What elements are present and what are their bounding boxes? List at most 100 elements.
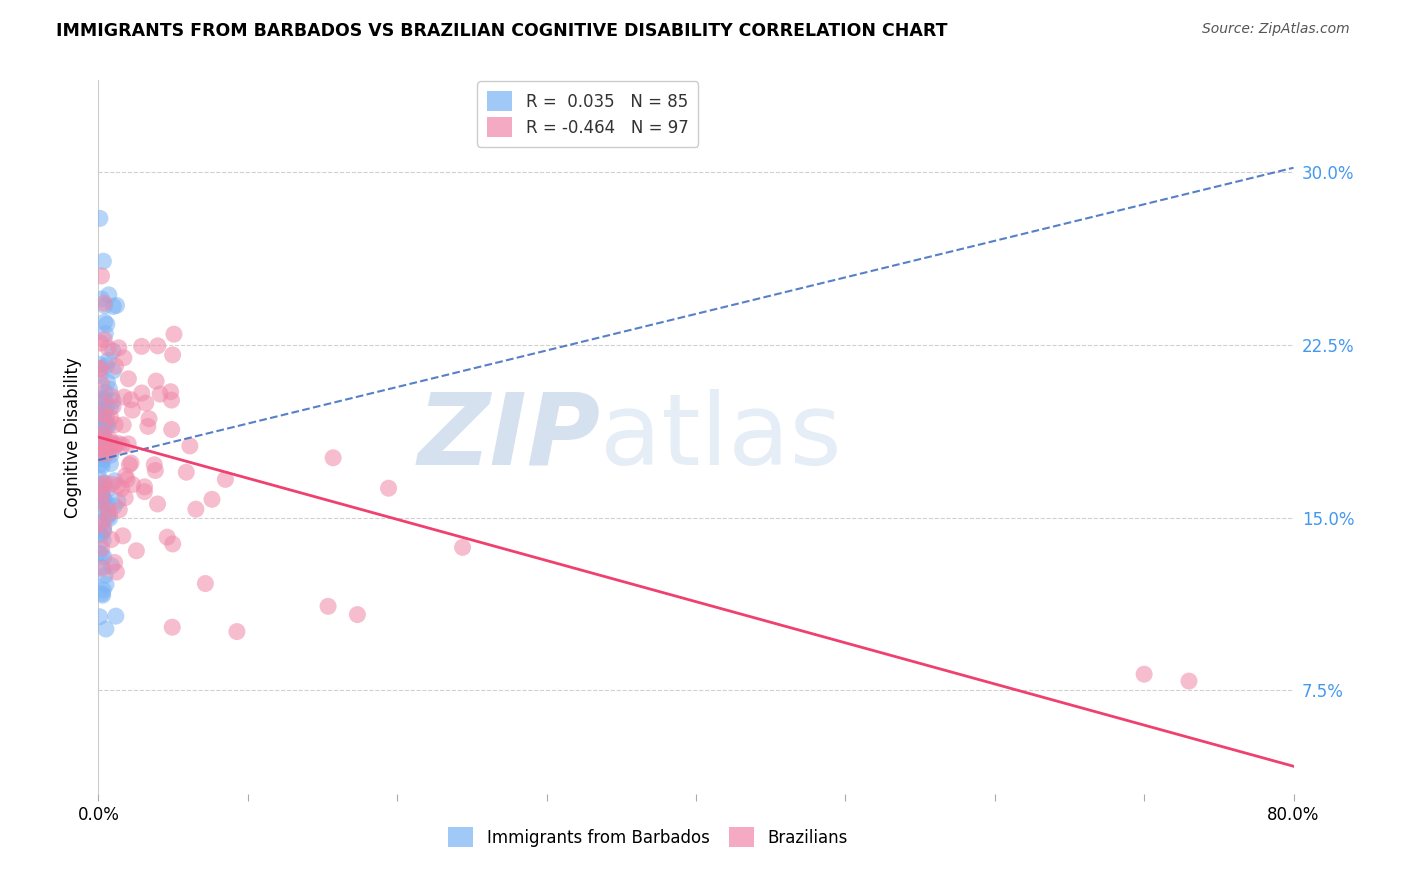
Point [377, 481, 399, 495]
Point [91, 479, 114, 493]
Text: atlas: atlas [600, 389, 842, 485]
Point [91, 438, 114, 452]
Point [101, 400, 124, 414]
Point [96, 375, 118, 389]
Point [156, 530, 179, 544]
Point [91, 588, 114, 602]
Point [93, 296, 115, 310]
Point [100, 401, 122, 415]
Point [111, 529, 134, 543]
Text: Source: ZipAtlas.com: Source: ZipAtlas.com [1202, 22, 1350, 37]
Point [90, 292, 112, 306]
Point [143, 463, 166, 477]
Point [91, 506, 114, 520]
Point [87, 451, 110, 466]
Point [146, 339, 169, 353]
Point [162, 537, 184, 551]
Point [96, 409, 118, 424]
Point [91, 490, 114, 504]
Point [97, 341, 120, 355]
Point [90, 560, 112, 574]
Point [135, 396, 157, 410]
Point [98, 433, 121, 447]
Point [112, 390, 135, 404]
Point [93, 524, 115, 538]
Point [90, 458, 112, 472]
Point [97, 509, 120, 524]
Point [114, 469, 136, 483]
Point [96, 318, 118, 332]
Point [91, 561, 114, 575]
Point [103, 441, 125, 455]
Point [94, 622, 117, 636]
Point [89, 361, 111, 376]
Point [89, 434, 111, 449]
Point [100, 448, 122, 462]
Point [91, 391, 114, 405]
Point [97, 508, 120, 522]
Point [93, 549, 115, 564]
Point [94, 417, 117, 432]
Point [90, 426, 112, 441]
Point [94, 568, 117, 582]
Point [91, 425, 114, 440]
Point [111, 438, 134, 452]
Point [89, 368, 111, 383]
Point [89, 393, 111, 408]
Point [100, 558, 122, 573]
Point [107, 479, 129, 493]
Point [131, 386, 153, 401]
Point [121, 403, 143, 417]
Point [93, 419, 115, 434]
Point [117, 372, 139, 386]
Point [107, 436, 129, 450]
Point [316, 599, 339, 614]
Point [87, 470, 110, 484]
Point [100, 436, 122, 450]
Point [94, 299, 117, 313]
Point [131, 339, 153, 353]
Point [145, 374, 167, 388]
Point [159, 384, 181, 399]
Point [91, 497, 114, 511]
Point [89, 526, 111, 541]
Point [117, 437, 139, 451]
Point [89, 394, 111, 409]
Point [91, 427, 114, 442]
Point [101, 477, 124, 491]
Point [89, 609, 111, 624]
Point [226, 624, 249, 639]
Point [97, 419, 120, 434]
Point [89, 447, 111, 461]
Point [194, 576, 217, 591]
Point [103, 300, 125, 314]
Point [93, 519, 115, 533]
Point [94, 433, 117, 447]
Point [108, 502, 131, 516]
Point [103, 499, 125, 513]
Point [112, 351, 135, 365]
Point [90, 477, 112, 491]
Point [160, 620, 183, 634]
Point [103, 474, 125, 488]
Point [93, 254, 115, 268]
Point [94, 326, 117, 341]
Point [105, 298, 128, 312]
Point [1178, 674, 1201, 689]
Point [112, 417, 135, 432]
Point [91, 482, 114, 496]
Point [120, 392, 142, 407]
Point [96, 446, 118, 460]
Point [201, 492, 224, 507]
Point [121, 477, 143, 491]
Point [91, 582, 114, 597]
Point [96, 483, 118, 497]
Point [91, 523, 114, 537]
Point [138, 411, 160, 425]
Point [97, 418, 120, 433]
Legend: Immigrants from Barbados, Brazilians: Immigrants from Barbados, Brazilians [441, 821, 855, 854]
Point [94, 443, 117, 458]
Point [93, 403, 115, 417]
Point [90, 547, 112, 561]
Point [91, 439, 114, 453]
